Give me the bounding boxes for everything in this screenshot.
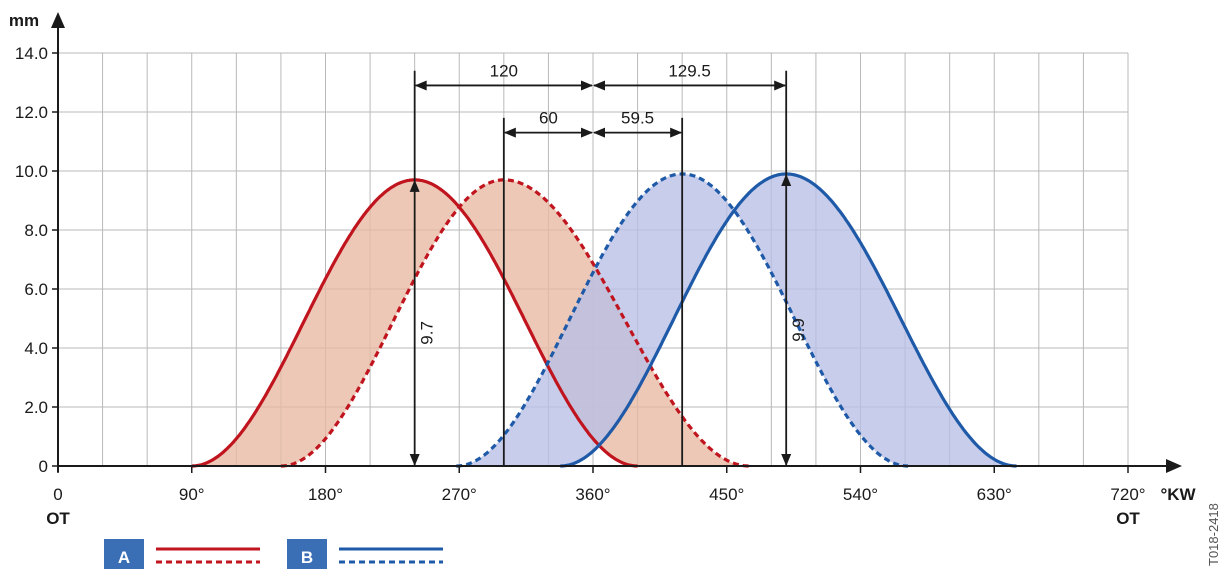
x-tick-label: 630° (977, 485, 1012, 504)
x-tick-sublabel: OT (46, 509, 70, 528)
lift-label: 9.7 (418, 321, 437, 345)
y-tick-label: 0 (39, 457, 48, 476)
dimension-arrowhead-left (593, 127, 605, 138)
dimension-arrowhead-right (774, 80, 787, 91)
legend-letter-a: A (118, 548, 130, 567)
y-tick-label: 4.0 (24, 339, 48, 358)
x-tick-label: 90° (179, 485, 205, 504)
dimension-arrowhead-right (581, 127, 593, 138)
x-tick-label: 180° (308, 485, 343, 504)
lift-curve-a-dashed (280, 178, 750, 468)
y-axis-arrow (51, 12, 65, 28)
x-axis-arrow (1166, 459, 1182, 473)
lift-arrowhead-bottom (409, 454, 420, 466)
dimension-label: 59.5 (621, 109, 654, 128)
y-tick-label: 2.0 (24, 398, 48, 417)
dimension-label: 60 (539, 109, 558, 128)
x-tick-label: 720° (1110, 485, 1145, 504)
y-tick-label: 10.0 (15, 162, 48, 181)
lift-arrowhead-top (409, 179, 420, 192)
x-axis-label: °KW (1160, 485, 1196, 504)
y-tick-label: 6.0 (24, 280, 48, 299)
legend-box-a (104, 539, 144, 569)
x-tick-label: 0 (53, 485, 62, 504)
lift-curve-b-solid (560, 172, 1017, 468)
dimension-label: 120 (490, 61, 518, 80)
dimension-arrowhead-left (414, 80, 427, 91)
x-tick-label: 540° (843, 485, 878, 504)
legend-box-b (287, 539, 327, 569)
y-tick-label: 14.0 (15, 44, 48, 63)
x-tick-label: 450° (709, 485, 744, 504)
dimension-arrowhead-left (593, 80, 605, 91)
x-tick-label: 360° (575, 485, 610, 504)
legend-letter-b: B (301, 548, 313, 567)
lift-area-fills (191, 173, 1017, 466)
lift-label: 9.9 (789, 318, 808, 342)
dimension-label: 129.5 (668, 61, 711, 80)
lift-arrowhead-top (781, 173, 792, 186)
dimension-arrowhead-right (581, 80, 593, 91)
x-tick-label: 270° (442, 485, 477, 504)
y-tick-label: 12.0 (15, 103, 48, 122)
document-id: T018-2418 (1206, 503, 1221, 566)
dimension-arrowhead-left (503, 127, 516, 138)
y-axis-label: mm (9, 11, 39, 30)
lift-arrowhead-bottom (781, 454, 792, 466)
lift-fill-b (456, 173, 1017, 466)
dimension-arrowhead-right (670, 127, 683, 138)
y-tick-label: 8.0 (24, 221, 48, 240)
chart-axes: 0 2.0 4.0 6.0 8.0 10.0 12.0 14.0 0 OT 90° 180° 270° 3… (9, 11, 1197, 528)
x-tick-sublabel: OT (1116, 509, 1140, 528)
dimension-annotations: 120 129.5 60 59.5 9.7 9.9 (409, 61, 808, 466)
